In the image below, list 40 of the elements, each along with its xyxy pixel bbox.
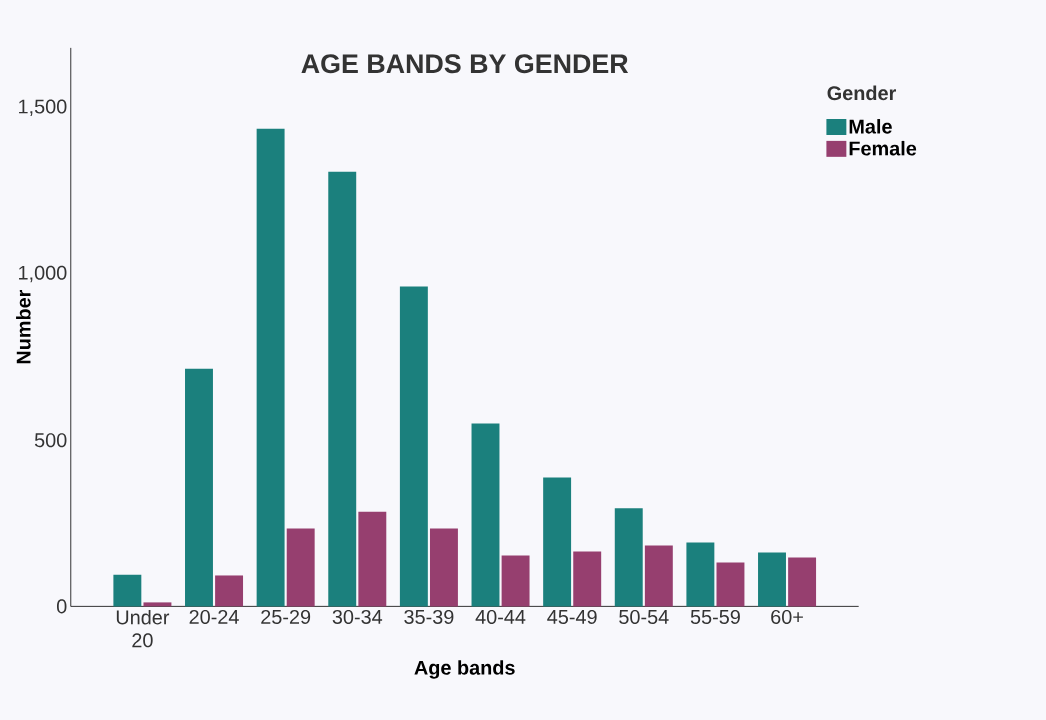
x-tick-label: 50-54	[619, 609, 669, 624]
x-tick-label: 55-59	[690, 609, 740, 624]
y-tick-label: 500	[34, 433, 67, 448]
bar	[788, 557, 817, 607]
bar	[429, 528, 458, 607]
legend-title: Gender	[827, 85, 897, 101]
bar	[256, 128, 285, 607]
bar	[399, 286, 428, 607]
x-tick-label: 35-39	[404, 609, 454, 624]
x-tick-label: 40-44	[475, 609, 526, 624]
bar	[543, 477, 572, 607]
y-tick-label: 0	[56, 599, 67, 614]
x-tick-label: 30-34	[332, 609, 383, 624]
bar	[573, 551, 602, 607]
x-tick-label: Under 20	[116, 609, 170, 648]
bar	[686, 542, 715, 607]
bar	[501, 555, 530, 607]
legend-label: Female	[849, 140, 917, 156]
bar	[185, 368, 213, 607]
bar	[328, 171, 357, 607]
y-axis-title: Number	[16, 289, 31, 364]
y-tick-label: 1,000	[19, 265, 67, 283]
bar	[286, 528, 315, 607]
bar	[113, 574, 142, 607]
x-tick-label: 45-49	[547, 609, 597, 624]
x-tick-label: 60+	[771, 609, 803, 624]
chart-title: AGE BANDS BY GENDER	[301, 54, 629, 74]
x-tick-label: 20-24	[189, 609, 239, 624]
bar	[614, 508, 643, 607]
bar	[758, 552, 786, 607]
legend-label: Male	[849, 119, 892, 134]
x-tick-label: 25-29	[261, 609, 311, 624]
bar	[143, 602, 172, 607]
bar	[716, 562, 745, 607]
bar	[644, 545, 673, 607]
bar	[215, 575, 244, 607]
bar	[471, 423, 500, 607]
x-axis-title: Age bands	[414, 660, 515, 679]
bar	[358, 511, 387, 607]
y-tick-label: 1,500	[19, 99, 67, 116]
